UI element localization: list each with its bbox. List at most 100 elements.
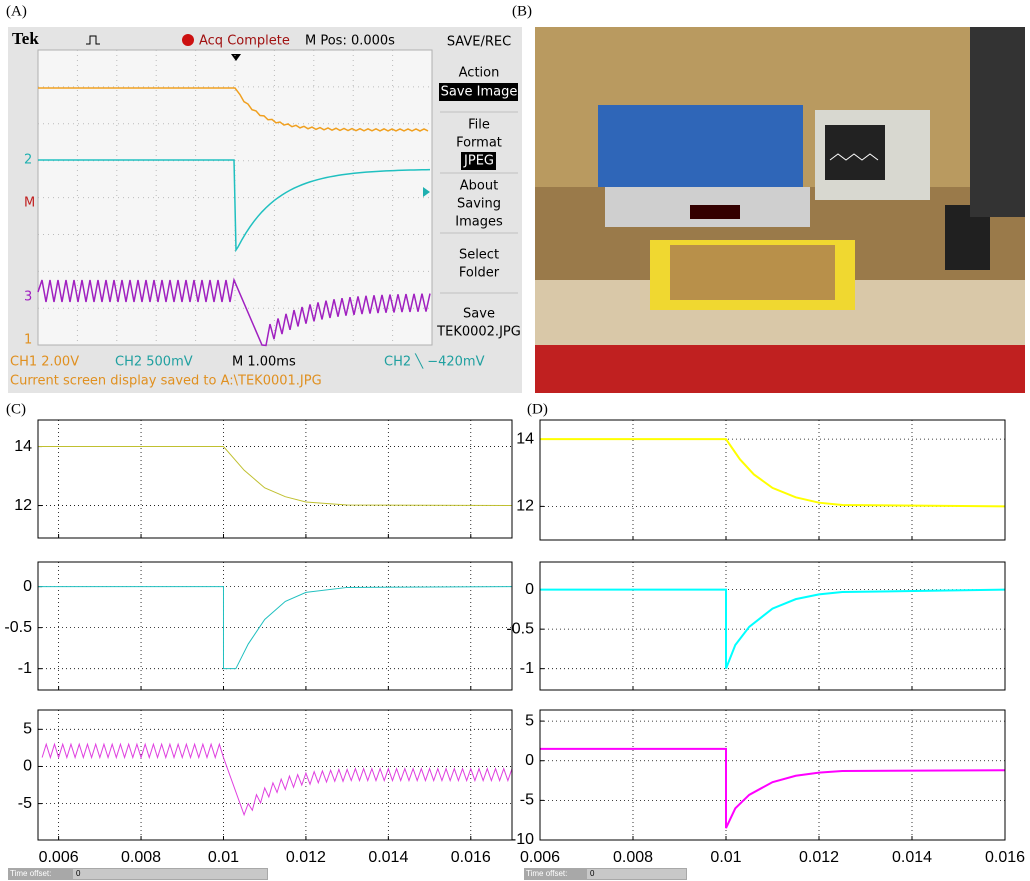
time-offset-value: 0 [590, 869, 595, 878]
scope-trace [37, 277, 431, 347]
lab-photo [535, 27, 1025, 393]
axes-frame [539, 419, 1006, 541]
menu-item: Action [459, 66, 500, 81]
scope-mpos: M Pos: 0.000s [305, 34, 395, 49]
y-tick-label: -0.5 [4, 619, 32, 636]
menu-item: Save Image [441, 85, 518, 100]
scope-trace [38, 87, 429, 132]
y-tick-label: 5 [23, 721, 32, 738]
panel-label: (B) [512, 3, 532, 19]
x-tick-label: 0.006 [39, 849, 79, 866]
y-tick-label: 14 [14, 438, 32, 455]
scope-readout: CH2 500mV [115, 355, 193, 370]
scope-readout: M 1.00ms [232, 355, 296, 370]
x-tick-label: 0.01 [208, 849, 239, 866]
photo-scope-screen [825, 125, 885, 180]
data-line [540, 438, 1005, 508]
channel-marker: 1 [24, 333, 32, 348]
y-tick-label: 0 [23, 758, 32, 775]
menu-item: File [468, 118, 490, 133]
scope-message: Current screen display saved to A:\TEK00… [10, 374, 322, 389]
trigger-arrow [231, 54, 241, 61]
y-tick-label: -10 [511, 831, 534, 848]
x-tick-label: 0.008 [121, 849, 161, 866]
scope-status: Acq Complete [199, 34, 290, 49]
x-tick-label: 0.016 [985, 849, 1025, 866]
menu-highlight [461, 152, 496, 170]
axes-frame [37, 419, 513, 539]
x-tick-label: 0.014 [892, 849, 932, 866]
data-line [38, 586, 512, 670]
x-tick-label: 0.01 [710, 849, 741, 866]
scope-readout: CH2 ╲ −420mV [384, 353, 485, 370]
menu-item: Save [463, 307, 495, 322]
photo-display [690, 205, 740, 219]
axes-background [540, 710, 1005, 840]
y-tick-label: 5 [525, 712, 534, 729]
axes-background [38, 562, 512, 690]
panel-label: (A) [6, 3, 27, 19]
menu-item: Select [459, 248, 499, 263]
menu-item: JPEG [463, 154, 494, 169]
time-offset-field [73, 869, 267, 879]
y-tick-label: 12 [14, 497, 32, 514]
panel-label: (C) [6, 401, 26, 417]
status-dot [182, 34, 194, 46]
photo-table-edge [535, 345, 1025, 393]
x-tick-label: 0.008 [613, 849, 653, 866]
menu-item: Images [455, 215, 503, 230]
axes-frame [37, 561, 513, 691]
menu-item: About [460, 179, 498, 194]
menu-item: Format [456, 136, 502, 151]
y-tick-label: 0 [23, 578, 32, 595]
data-line [38, 446, 512, 507]
x-tick-label: 0.014 [368, 849, 408, 866]
y-tick-label: -1 [520, 660, 534, 677]
axes-frame [37, 709, 513, 841]
axes-background [540, 420, 1005, 540]
axes-background [38, 710, 512, 840]
axes-frame [539, 709, 1006, 841]
time-offset-field [587, 869, 686, 879]
y-tick-label: -5 [18, 795, 32, 812]
axes-background [38, 420, 512, 538]
data-line [540, 588, 1005, 670]
scope-trace [38, 159, 431, 253]
x-tick-label: 0.012 [286, 849, 326, 866]
channel-marker: 3 [24, 290, 32, 305]
y-tick-label: -0.5 [506, 620, 534, 637]
y-tick-label: 14 [516, 430, 534, 447]
menu-item: Folder [459, 266, 500, 281]
axes-background [540, 562, 1005, 690]
y-tick-label: -5 [520, 792, 534, 809]
photo-trace [829, 153, 879, 161]
scope-brand: Tek [12, 29, 39, 48]
scope-readout: CH1 2.00V [10, 355, 79, 370]
menu-item: SAVE/REC [447, 35, 511, 50]
y-tick-label: -1 [18, 660, 32, 677]
x-tick-label: 0.006 [520, 849, 560, 866]
data-line [41, 742, 512, 817]
x-tick-label: 0.016 [451, 849, 491, 866]
y-tick-label: 0 [525, 752, 534, 769]
data-line [540, 747, 1005, 829]
channel-marker: 2 [24, 153, 32, 168]
time-offset-value: 0 [76, 869, 81, 878]
y-tick-label: 12 [516, 498, 534, 515]
x-tick-label: 0.012 [799, 849, 839, 866]
photo-supply [598, 105, 803, 187]
photo-cabinet [970, 27, 1025, 217]
menu-highlight [439, 83, 518, 101]
oscilloscope-screen: Tek Acq Complete M Pos: 0.000s SAVE/REC … [8, 27, 522, 393]
panel-label: (D) [527, 401, 548, 417]
time-offset-label: Time offset: [10, 869, 51, 878]
menu-item: Saving [457, 197, 501, 212]
photo-pcb [670, 245, 835, 300]
axes-frame [539, 561, 1006, 691]
trigger-icon [86, 35, 100, 45]
y-tick-label: 0 [525, 581, 534, 598]
time-offset-label: Time offset: [526, 869, 567, 878]
menu-item: TEK0002.JPG [436, 325, 521, 340]
trigger-level [423, 187, 430, 197]
